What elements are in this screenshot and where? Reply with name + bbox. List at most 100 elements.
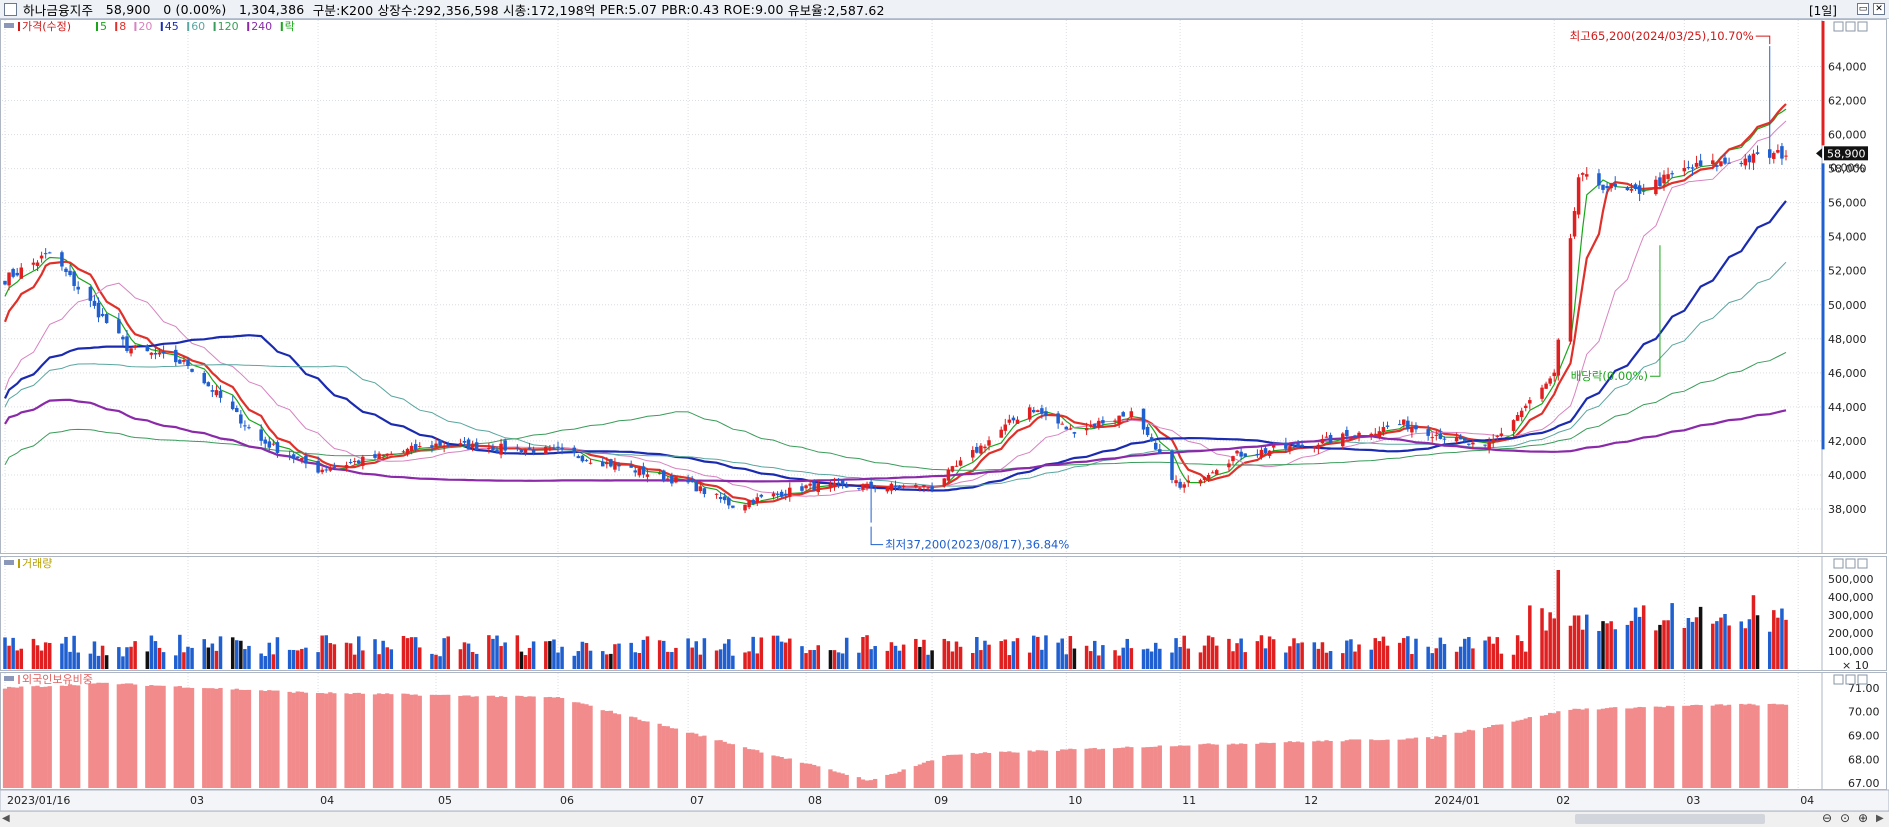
candle [1170, 449, 1174, 484]
zoom-out-icon[interactable]: ⊖ [1822, 811, 1833, 825]
zoom-reset-icon[interactable]: ⊙ [1840, 811, 1851, 825]
volume-bar [857, 652, 861, 669]
x-tick-label: 09 [934, 794, 948, 807]
foreign-ratio-bar [751, 749, 756, 788]
foreign-ratio-bar [161, 685, 166, 788]
volume-bar [104, 655, 109, 669]
select-checkbox[interactable] [4, 2, 17, 16]
volume-bar [1519, 641, 1524, 669]
candle-body [1369, 433, 1373, 436]
volume-bar [1385, 645, 1390, 669]
bottom-scrollbar[interactable] [0, 811, 1889, 827]
volume-bar [487, 635, 491, 669]
candle-body [1296, 443, 1300, 448]
candle-body [857, 488, 861, 490]
candle-body [1007, 419, 1012, 423]
candle [35, 260, 40, 272]
foreign-ratio-bar [157, 685, 162, 788]
volume-bar [1641, 605, 1646, 669]
candle [300, 457, 304, 464]
candle [613, 457, 617, 473]
close-icon[interactable]: ✕ [1873, 3, 1885, 15]
legend-swatch [247, 22, 250, 31]
candle-body [783, 493, 788, 496]
foreign-ratio-bar [543, 697, 548, 788]
legend-120: 120 [218, 20, 239, 33]
restore-icon[interactable]: ▭ [1857, 3, 1869, 15]
candle [727, 496, 731, 509]
candle-body [515, 447, 520, 449]
foreign-ratio-bar [714, 740, 719, 788]
per-value: PER:5.07 [599, 1, 658, 17]
volume-bar [1097, 655, 1101, 669]
scroll-left-icon[interactable]: ◀ [2, 813, 10, 824]
scroll-right-icon[interactable]: ▶ [1876, 813, 1884, 824]
foreign-ratio-bar [1125, 746, 1130, 788]
volume-bar [1784, 619, 1788, 669]
foreign-ratio-bar [238, 689, 243, 788]
foreign-ratio-bar [1556, 711, 1561, 788]
foreign-ratio-bar [348, 694, 353, 788]
candle-body [788, 487, 792, 497]
candle-body [1556, 339, 1561, 376]
candle-body [1406, 420, 1410, 429]
volume-bar [68, 651, 72, 669]
stock-chart[interactable]: 64,000 62,000 60,000 58,000 56,000 54,000 52,0… [0, 19, 1889, 811]
candle-body [747, 500, 751, 508]
foreign-ratio-bar [1771, 703, 1776, 788]
candle [531, 446, 536, 456]
candle [1125, 418, 1130, 422]
candle [788, 482, 792, 502]
foreign-ratio-bar [173, 686, 178, 788]
volume-bar [357, 636, 361, 669]
candle [230, 395, 235, 411]
volume-bar [609, 653, 613, 669]
candle-body [1214, 470, 1219, 475]
candle-body [914, 484, 918, 488]
candle [580, 455, 585, 463]
volume-bar [694, 641, 699, 669]
volume-bar [1320, 642, 1325, 669]
volume-bar [686, 638, 690, 669]
foreign-ratio-bar [470, 696, 475, 788]
volume-bar [210, 643, 215, 669]
volume-bar [1036, 636, 1040, 669]
volume-bar [1495, 637, 1500, 669]
foreign-ratio-bar [1470, 730, 1476, 788]
volume-bar [1015, 638, 1020, 669]
candle-body [1776, 150, 1780, 153]
volume-bar [64, 636, 68, 669]
candle-body [718, 497, 723, 500]
zoom-in-icon[interactable]: ⊕ [1858, 811, 1869, 825]
volume-bar [239, 640, 243, 669]
volume-bar [743, 652, 747, 669]
foreign-ratio-bar [1271, 742, 1276, 788]
foreign-ratio-bar [401, 693, 406, 788]
candle [1381, 421, 1386, 436]
candle-body [1056, 413, 1060, 424]
volume-bar [247, 645, 251, 669]
volume-bar [1625, 624, 1630, 669]
volume-bar [1271, 639, 1276, 669]
volume-bar [1585, 614, 1589, 669]
volume-bar [1031, 635, 1036, 669]
volume-bar [808, 650, 812, 669]
foreign-ratio-bar [755, 750, 760, 788]
candle-body [836, 482, 841, 484]
volume-bar [1243, 652, 1247, 669]
foreign-ratio-bar [531, 696, 536, 788]
candle [1426, 425, 1430, 441]
foreign-ratio-bar [787, 758, 792, 788]
candle-body [385, 453, 389, 456]
x-tick-label: 2023/01/16 [7, 794, 70, 807]
candle-body [1780, 146, 1784, 159]
foreign-ratio-bar [580, 703, 585, 788]
candle [1654, 175, 1658, 196]
period-selector[interactable]: [1일] [1808, 4, 1837, 18]
panel-control-icon [1857, 674, 1868, 685]
candle [1084, 422, 1089, 436]
candle [1625, 185, 1630, 191]
candle [914, 482, 918, 489]
scroll-thumb[interactable] [1575, 814, 1765, 824]
volume-bar [1292, 638, 1296, 669]
